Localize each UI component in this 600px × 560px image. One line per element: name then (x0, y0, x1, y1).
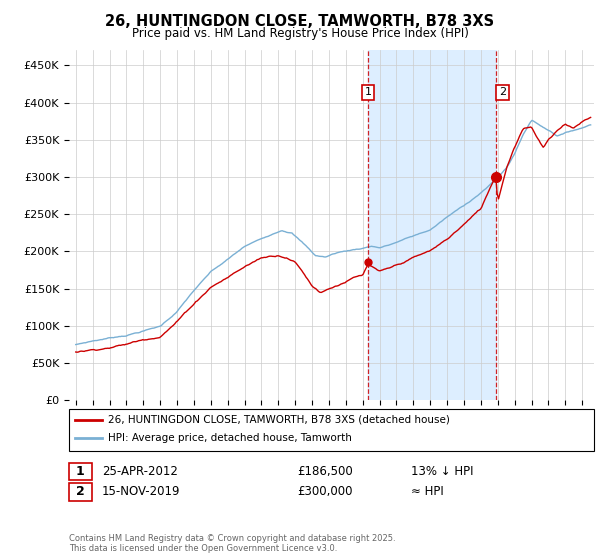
Text: 25-APR-2012: 25-APR-2012 (102, 465, 178, 478)
Text: 2: 2 (76, 485, 85, 498)
Text: 1: 1 (365, 87, 371, 97)
Bar (368, 50, 496, 400)
Text: £300,000: £300,000 (297, 485, 353, 498)
Text: £186,500: £186,500 (297, 465, 353, 478)
Text: 13% ↓ HPI: 13% ↓ HPI (411, 465, 473, 478)
Text: 2: 2 (499, 87, 506, 97)
Text: Price paid vs. HM Land Registry's House Price Index (HPI): Price paid vs. HM Land Registry's House … (131, 27, 469, 40)
Text: 26, HUNTINGDON CLOSE, TAMWORTH, B78 3XS: 26, HUNTINGDON CLOSE, TAMWORTH, B78 3XS (106, 14, 494, 29)
Text: 26, HUNTINGDON CLOSE, TAMWORTH, B78 3XS (detached house): 26, HUNTINGDON CLOSE, TAMWORTH, B78 3XS … (108, 415, 450, 425)
Text: ≈ HPI: ≈ HPI (411, 485, 444, 498)
Text: HPI: Average price, detached house, Tamworth: HPI: Average price, detached house, Tamw… (108, 433, 352, 444)
Text: 15-NOV-2019: 15-NOV-2019 (102, 485, 181, 498)
Text: Contains HM Land Registry data © Crown copyright and database right 2025.
This d: Contains HM Land Registry data © Crown c… (69, 534, 395, 553)
Text: 1: 1 (76, 465, 85, 478)
